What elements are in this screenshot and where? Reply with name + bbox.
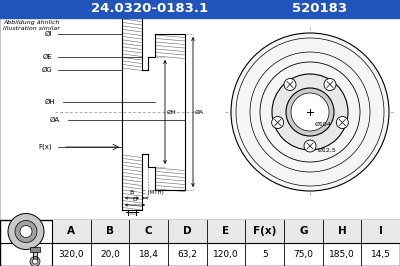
Text: ØG: ØG [41,67,52,73]
Circle shape [231,33,389,191]
Text: D: D [132,197,138,202]
Bar [0,18,400,220]
Text: 18,4: 18,4 [139,250,159,259]
Text: B: B [106,227,114,236]
Text: E: E [222,227,230,236]
Bar [30,247,40,251]
Text: B: B [130,190,134,195]
Bar [0,220,400,266]
Circle shape [272,74,348,150]
Text: H: H [338,227,346,236]
Circle shape [291,93,329,131]
Circle shape [286,88,334,136]
Text: Abbildung ähnlich: Abbildung ähnlich [3,20,60,25]
Text: A: A [67,227,75,236]
Text: 20,0: 20,0 [100,250,120,259]
Text: ØH: ØH [44,99,55,105]
Text: Ø104: Ø104 [315,122,332,127]
Text: F(x): F(x) [253,227,276,236]
Text: 120,0: 120,0 [213,250,239,259]
Text: ØI: ØI [45,31,52,37]
Circle shape [20,226,32,238]
Text: ØA: ØA [195,110,204,114]
Text: ØH: ØH [167,110,177,114]
Text: C (MTH): C (MTH) [142,190,164,195]
Text: C: C [145,227,152,236]
Text: ate: ate [287,135,353,169]
Text: ØE: ØE [42,54,52,60]
Circle shape [336,117,348,128]
Circle shape [324,78,336,90]
Text: 14,5: 14,5 [371,250,391,259]
Circle shape [272,117,284,128]
Circle shape [304,140,316,152]
Text: I: I [379,227,383,236]
Text: 63,2: 63,2 [177,250,197,259]
Bar [52,220,400,243]
Text: 75,0: 75,0 [293,250,313,259]
Circle shape [32,259,38,264]
Bar [0,0,400,18]
Text: 185,0: 185,0 [329,250,355,259]
Text: G: G [299,227,308,236]
Text: D: D [183,227,192,236]
Circle shape [8,214,44,250]
Text: 24.0320-0183.1: 24.0320-0183.1 [92,2,208,15]
Text: Ø12,5: Ø12,5 [318,148,337,152]
Text: 520183: 520183 [292,2,348,15]
Text: 320,0: 320,0 [58,250,84,259]
Text: ØA: ØA [50,117,60,123]
Text: 5: 5 [262,250,268,259]
Text: F(x): F(x) [38,144,52,150]
Circle shape [30,256,40,266]
Circle shape [284,78,296,90]
Text: Illustration similar: Illustration similar [3,26,60,31]
Circle shape [15,221,37,243]
